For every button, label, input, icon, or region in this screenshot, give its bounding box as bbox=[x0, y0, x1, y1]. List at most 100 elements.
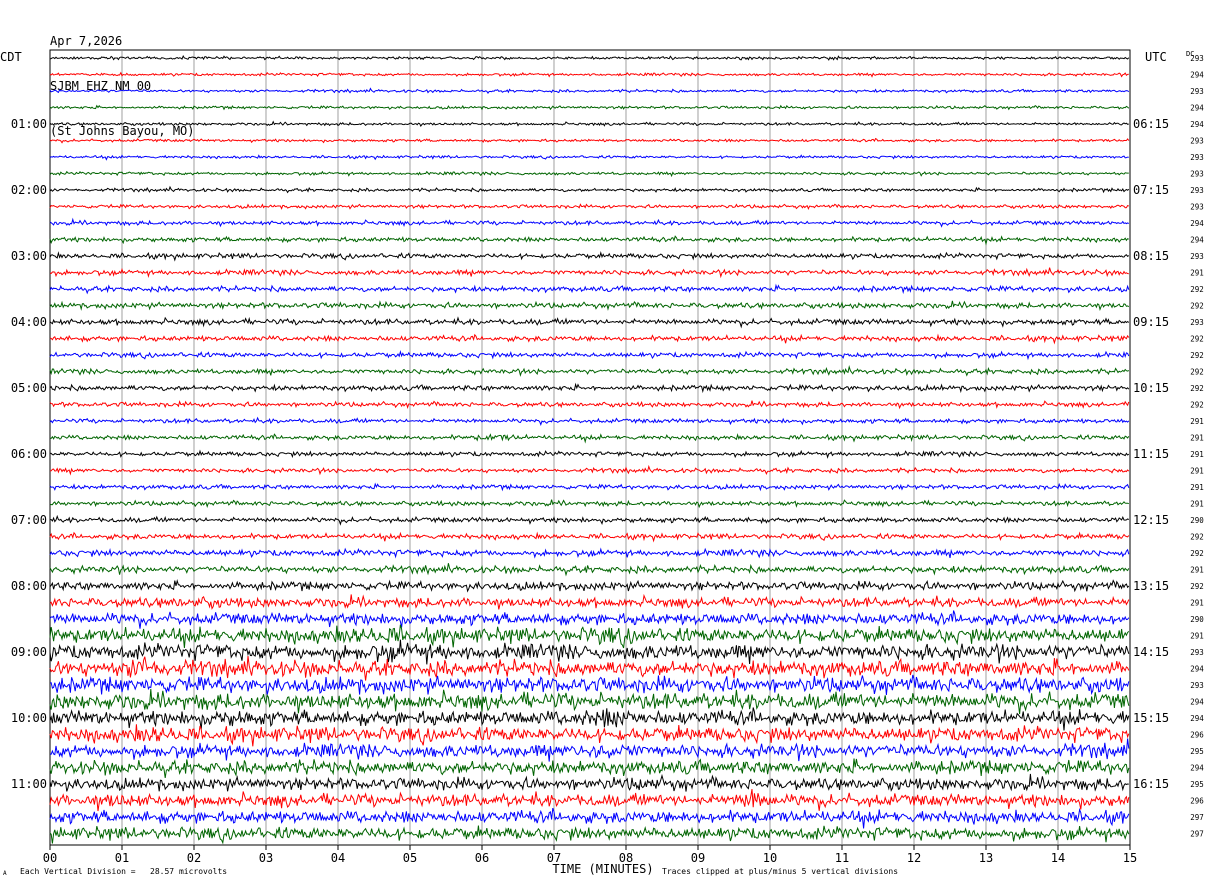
trace-line bbox=[49, 624, 1130, 649]
dc-offset-label: 292 bbox=[1190, 384, 1204, 393]
dc-offset-label: 294 bbox=[1190, 698, 1204, 707]
x-tick-label: 13 bbox=[979, 851, 993, 865]
dc-offset-label: 291 bbox=[1190, 269, 1204, 278]
dc-offset-label: 291 bbox=[1190, 450, 1204, 459]
dc-offset-label: 291 bbox=[1190, 599, 1204, 608]
trace-line bbox=[49, 738, 1130, 762]
trace-line bbox=[49, 825, 1130, 845]
trace-line bbox=[49, 120, 1129, 127]
trace-line bbox=[49, 300, 1130, 312]
right-hour-label: 16:15 bbox=[1133, 777, 1169, 791]
dc-offset-label: 294 bbox=[1190, 764, 1204, 773]
dc-offset-label: 293 bbox=[1190, 87, 1204, 96]
trace-line bbox=[49, 449, 1130, 459]
x-tick-label: 05 bbox=[403, 851, 417, 865]
dc-offset-label: 291 bbox=[1190, 632, 1204, 641]
left-hour-label: 07:00 bbox=[11, 513, 47, 527]
trace-line bbox=[49, 547, 1130, 559]
x-tick-label: 11 bbox=[835, 851, 849, 865]
dc-offset-label: 291 bbox=[1190, 483, 1204, 492]
dc-offset-label: 294 bbox=[1190, 104, 1204, 113]
dc-offset-label: 297 bbox=[1190, 830, 1204, 839]
trace-line bbox=[49, 514, 1129, 526]
trace-line bbox=[49, 610, 1130, 629]
right-hour-label: 11:15 bbox=[1133, 447, 1169, 461]
left-timezone-label: CDT bbox=[0, 50, 22, 64]
left-hour-label: 06:00 bbox=[11, 447, 47, 461]
dc-offset-label: 294 bbox=[1190, 714, 1204, 723]
trace-line bbox=[49, 563, 1130, 577]
dc-offset-label: 291 bbox=[1190, 566, 1204, 575]
x-tick-label: 00 bbox=[43, 851, 57, 865]
dc-offset-label: 294 bbox=[1190, 219, 1204, 228]
trace-line bbox=[49, 656, 1130, 681]
right-hour-label: 10:15 bbox=[1133, 381, 1169, 395]
x-tick-label: 08 bbox=[619, 851, 633, 865]
right-hour-label: 14:15 bbox=[1133, 645, 1169, 659]
trace-line bbox=[49, 482, 1130, 492]
dc-offset-label: 291 bbox=[1190, 417, 1204, 426]
trace-line bbox=[49, 267, 1129, 279]
x-tick-label: 06 bbox=[475, 851, 489, 865]
dc-offset-label: 293 bbox=[1190, 648, 1204, 657]
dc-offset-label: 294 bbox=[1190, 236, 1204, 245]
left-hour-label: 10:00 bbox=[11, 711, 47, 725]
x-tick-label: 03 bbox=[259, 851, 273, 865]
trace-line bbox=[49, 579, 1130, 593]
trace-line bbox=[49, 593, 1130, 610]
left-hour-label: 09:00 bbox=[11, 645, 47, 659]
trace-line bbox=[49, 382, 1130, 394]
dc-offset-label: 296 bbox=[1190, 797, 1204, 806]
left-hour-label: 11:00 bbox=[11, 777, 47, 791]
left-hour-label: 04:00 bbox=[11, 315, 47, 329]
x-tick-label: 14 bbox=[1051, 851, 1065, 865]
trace-line bbox=[49, 217, 1130, 228]
scale-note: Each Vertical Division = 28.57 microvolt… bbox=[20, 867, 228, 876]
plot-date: Apr 7,2026 bbox=[50, 34, 123, 48]
dc-offset-label: 291 bbox=[1190, 434, 1204, 443]
trace-line bbox=[49, 87, 1130, 94]
right-hour-label: 12:15 bbox=[1133, 513, 1169, 527]
trace-line bbox=[49, 137, 1130, 144]
trace-line bbox=[49, 639, 1130, 665]
trace-line bbox=[49, 724, 1130, 747]
left-hour-label: 08:00 bbox=[11, 579, 47, 593]
dc-offset-label: 292 bbox=[1190, 549, 1204, 558]
right-timezone-label: UTC bbox=[1145, 50, 1167, 64]
x-tick-label: 09 bbox=[691, 851, 705, 865]
right-hour-label: 13:15 bbox=[1133, 579, 1169, 593]
dc-offset-label: 293 bbox=[1190, 186, 1204, 195]
right-hour-label: 08:15 bbox=[1133, 249, 1169, 263]
dc-offset-label: 292 bbox=[1190, 335, 1204, 344]
dc-offset-label: 291 bbox=[1190, 500, 1204, 509]
dc-offset-label: 293 bbox=[1190, 203, 1204, 212]
x-tick-label: 02 bbox=[187, 851, 201, 865]
trace-line bbox=[49, 333, 1130, 345]
dc-offset-label: 297 bbox=[1190, 813, 1204, 822]
trace-line bbox=[49, 104, 1130, 111]
trace-line bbox=[49, 235, 1129, 246]
dc-offset-label: 295 bbox=[1190, 780, 1204, 789]
dc-offset-label: 292 bbox=[1190, 582, 1204, 591]
left-hour-label: 03:00 bbox=[11, 249, 47, 263]
trace-line bbox=[49, 283, 1130, 295]
dc-offset-label: 290 bbox=[1190, 516, 1204, 525]
trace-line bbox=[49, 689, 1130, 714]
right-hour-label: 09:15 bbox=[1133, 315, 1169, 329]
dc-offset-label: 295 bbox=[1190, 747, 1204, 756]
plot-frame bbox=[49, 49, 1131, 846]
dc-offset-label: 294 bbox=[1190, 665, 1204, 674]
dc-offset-label: 292 bbox=[1190, 401, 1204, 410]
dc-offset-label: 293 bbox=[1190, 318, 1204, 327]
dc-offset-label: 292 bbox=[1190, 285, 1204, 294]
dc-offset-label: 293 bbox=[1190, 252, 1204, 261]
dc-offset-label: 294 bbox=[1190, 120, 1204, 129]
trace-line bbox=[49, 316, 1130, 329]
x-axis-label: TIME (MINUTES) bbox=[552, 862, 653, 876]
trace-line bbox=[49, 807, 1130, 829]
dc-column-label: DC bbox=[1186, 50, 1195, 58]
dc-offset-label: 293 bbox=[1190, 137, 1204, 146]
trace-line bbox=[49, 400, 1130, 410]
x-tick-label: 07 bbox=[547, 851, 561, 865]
